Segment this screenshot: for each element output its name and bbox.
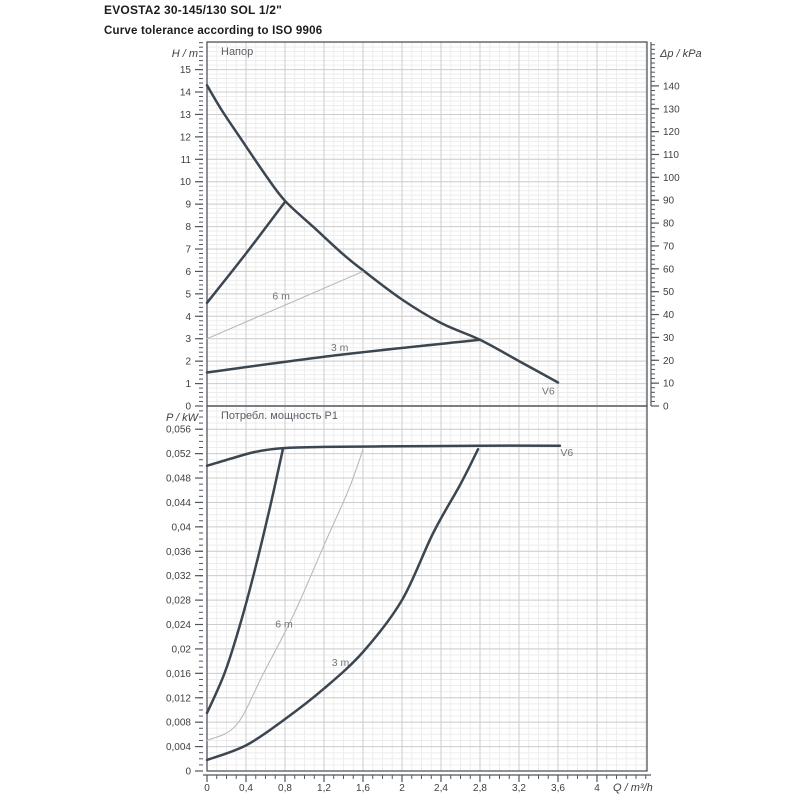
- y2-tick-label: 110: [663, 150, 679, 161]
- y-tick-label: 14: [180, 88, 192, 99]
- y-tick-label: 12: [180, 132, 192, 143]
- y2-tick-label: 30: [663, 333, 675, 344]
- y-tick-label: 8: [185, 222, 191, 233]
- y-tick-label: 0,044: [166, 498, 191, 509]
- y-tick-label: 0,052: [166, 449, 191, 460]
- y2-tick-label: 60: [663, 264, 675, 275]
- y-tick-label: 0: [185, 767, 191, 778]
- x-tick-label: 2,8: [473, 783, 487, 794]
- curve-label-max-speed-V6: V6: [560, 447, 573, 459]
- y-tick-label: 0,036: [166, 547, 191, 558]
- y-tick-label: 0,048: [166, 474, 191, 485]
- left-axis: 0 0,004 0,008 0,012 0,016 0,02 0,024 0,028 0,032…: [166, 410, 203, 778]
- y-tick-label: 4: [185, 312, 191, 323]
- x-tick-label: 0: [204, 783, 210, 794]
- chart-title: Напор: [221, 46, 253, 58]
- chart-power: 0 0,004 0,008 0,012 0,016 0,02 0,024 0,028 0,032…: [166, 405, 653, 794]
- y-tick-label: 0,04: [172, 522, 192, 533]
- x-tick-label: 2,4: [434, 783, 448, 794]
- y2-tick-label: 0: [663, 402, 669, 413]
- y-tick-label: 5: [185, 289, 191, 300]
- y-tick-label: 0,032: [166, 571, 191, 582]
- y-tick-label: 0,028: [166, 596, 191, 607]
- curve-setting-6m: [206, 270, 364, 340]
- y2-tick-label: 50: [663, 287, 675, 298]
- y2-tick-label: 80: [663, 219, 675, 230]
- y2-tick-label: 140: [663, 81, 680, 92]
- y2-tick-label: 120: [663, 127, 680, 138]
- y2-tick-label: 70: [663, 241, 675, 252]
- y-tick-label: 0,016: [166, 669, 191, 680]
- y-tick-label: 10: [180, 177, 192, 188]
- y-tick-label: 2: [185, 357, 191, 368]
- y-tick-label: 7: [185, 245, 191, 256]
- grid-major: [207, 42, 647, 406]
- right-axis: 0 10 20 30 40 50 60 70 80 90 100 110 120 130 140 Δp / k…: [650, 42, 702, 413]
- x-tick-label: 0,8: [278, 783, 292, 794]
- y-tick-label: 0,012: [166, 693, 191, 704]
- chart-head: 0123456789101112131415010203040506070809…: [172, 41, 702, 413]
- y-tick-label: 1: [185, 379, 191, 390]
- y2-tick-label: 20: [663, 356, 675, 367]
- curve-upper-limit: [205, 200, 287, 305]
- y-tick-label: 0,004: [166, 742, 191, 753]
- y-tick-label: 0,056: [166, 425, 191, 436]
- curve-label-max-speed-V6: V6: [542, 385, 555, 397]
- curve-upper-limit: [205, 447, 285, 715]
- y2-tick-label: 100: [663, 173, 680, 184]
- grid-minor: [207, 42, 647, 406]
- y-tick-label: 0,02: [172, 644, 192, 655]
- grid-major: [207, 406, 647, 771]
- page-subtitle: Curve tolerance according to ISO 9906: [104, 25, 323, 37]
- curve-setting-3m: [205, 338, 482, 374]
- grid-minor: [207, 406, 647, 771]
- y2-tick-label: 90: [663, 196, 675, 207]
- y-tick-label: 0,008: [166, 718, 191, 729]
- plot-border: [206, 405, 648, 772]
- curve-max-speed-V6: [205, 444, 562, 468]
- x-tick-label: 3,6: [551, 783, 565, 794]
- y-tick-label: 0,024: [166, 620, 191, 631]
- curve-setting-6m: [206, 448, 364, 742]
- curve-label-setting-3m: 3 m: [331, 342, 349, 354]
- curve-label-setting-3m: 3 m: [332, 657, 350, 669]
- y2-tick-label: 40: [663, 310, 675, 321]
- right-axis-unit-label: Δp / kPa: [659, 48, 702, 60]
- y2-tick-label: 130: [663, 104, 680, 115]
- y-tick-label: 9: [185, 200, 191, 211]
- x-axis: 0 0,4 0,8 1,2 1,6 2 2,4 2,8 3,2 3,6 4 Q / m³/h: [203, 774, 653, 794]
- y-tick-label: 11: [181, 155, 192, 166]
- x-tick-label: 1,2: [317, 783, 331, 794]
- left-axis-unit-label: H / m: [172, 48, 198, 60]
- curve-setting-3m: [205, 448, 480, 762]
- curve-label-setting-6m: 6 m: [272, 290, 290, 302]
- chart-title: Потребл. мощность P1: [221, 410, 338, 422]
- x-tick-label: 0,4: [239, 783, 253, 794]
- y2-tick-label: 10: [663, 379, 675, 390]
- curve-label-setting-6m: 6 m: [275, 619, 293, 631]
- y-tick-label: 13: [180, 110, 192, 121]
- x-tick-label: 2: [399, 783, 405, 794]
- y-tick-label: 3: [185, 334, 191, 345]
- x-tick-label: 4: [594, 783, 600, 794]
- x-axis-unit-label: Q / m³/h: [613, 782, 653, 794]
- x-tick-label: 1,6: [356, 783, 370, 794]
- y-tick-label: 0: [185, 402, 191, 413]
- x-tick-label: 3,2: [512, 783, 526, 794]
- y-tick-label: 6: [185, 267, 191, 278]
- y-tick-label: 15: [180, 65, 192, 76]
- page-title: EVOSTA2 30-145/130 SOL 1/2": [104, 3, 283, 17]
- left-axis-unit-label: P / kW: [166, 412, 200, 424]
